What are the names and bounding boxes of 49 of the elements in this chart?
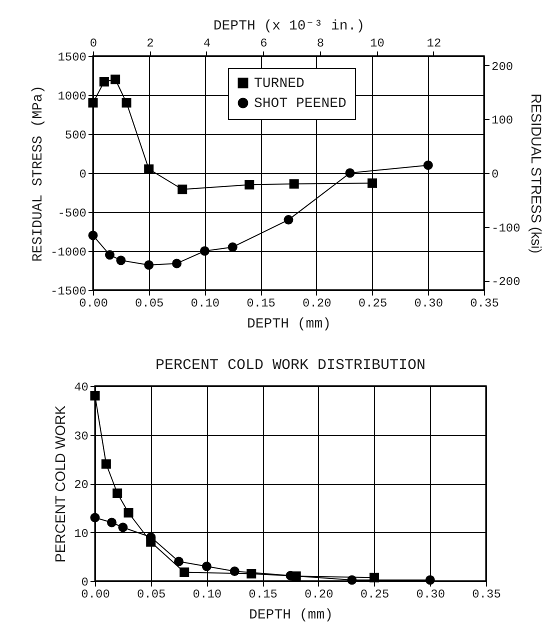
x-tick-label: 0.00 [79,296,108,310]
x2-tick-label: 0 [90,36,98,50]
y-axis-title: RESIDUAL STRESS (MPa) [30,85,46,262]
x2-tick-label: 12 [426,36,442,50]
chart-title: PERCENT COLD WORK DISTRIBUTION [155,357,426,374]
y-tick-label: 1500 [58,50,86,64]
x-tick-label: 0.15 [246,296,276,310]
y-tick-label: 1000 [58,90,86,104]
x-tick-label: 0.35 [470,296,499,310]
x2-tick-label: 4 [203,36,211,50]
x-tick-label: 0.35 [472,588,501,602]
x2-tick-label: 10 [370,36,384,50]
x-axis-title: DEPTH (mm) [248,608,334,624]
y2-tick-label: 200 [492,60,514,74]
x-tick-label: 0.10 [190,296,220,310]
x2-tick-label: 2 [146,36,154,50]
x-tick-label: 0.20 [304,588,334,602]
x-tick-label: 0.05 [136,588,166,602]
y-tick-label: 40 [74,380,88,394]
x2-tick-label: 8 [316,36,324,50]
y-tick-label: -500 [58,206,86,220]
legend-label: TURNED [254,76,304,92]
x-axis-title: DEPTH (mm) [246,316,332,332]
legend-label: SHOT PEENED [254,96,346,112]
y2-tick-label: 0 [492,168,499,182]
y-tick-label: -1000 [50,246,86,260]
y2-tick-label: 100 [492,114,514,128]
x2-tick-label: 6 [260,36,268,50]
y-tick-label: 500 [64,128,86,142]
y2-tick-label: -200 [492,275,520,290]
x2-axis-title: DEPTH (x 10⁻³ in.) [213,18,365,34]
y-tick-label: -1500 [50,284,86,298]
x-tick-label: 0.25 [358,296,388,310]
y-tick-label: 0 [81,576,88,590]
y2-tick-label: -100 [492,221,520,236]
x-tick-label: 0.25 [360,588,390,602]
y-tick-label: 30 [74,429,88,444]
y-tick-label: 0 [79,168,86,182]
x-tick-label: 0.00 [81,588,110,602]
x-tick-label: 0.20 [302,296,332,310]
y-tick-label: 20 [74,478,88,492]
y-tick-label: 10 [74,526,88,541]
x-tick-label: 0.10 [192,588,222,602]
x-tick-label: 0.30 [416,588,446,602]
y2-axis-title: RESIDUAL STRESS (ksi) [528,94,544,254]
x-tick-label: 0.30 [414,296,444,310]
x-tick-label: 0.15 [248,588,278,602]
x-tick-label: 0.05 [134,296,164,310]
y-axis-title: PERCENT COLD WORK [52,404,68,562]
